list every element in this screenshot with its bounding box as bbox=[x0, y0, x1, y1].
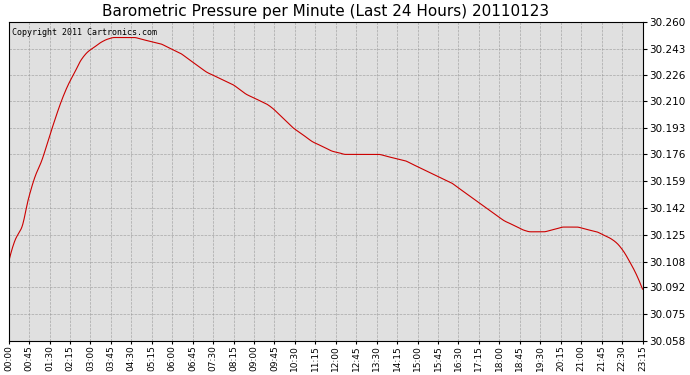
Text: Copyright 2011 Cartronics.com: Copyright 2011 Cartronics.com bbox=[12, 28, 157, 37]
Title: Barometric Pressure per Minute (Last 24 Hours) 20110123: Barometric Pressure per Minute (Last 24 … bbox=[102, 4, 549, 19]
